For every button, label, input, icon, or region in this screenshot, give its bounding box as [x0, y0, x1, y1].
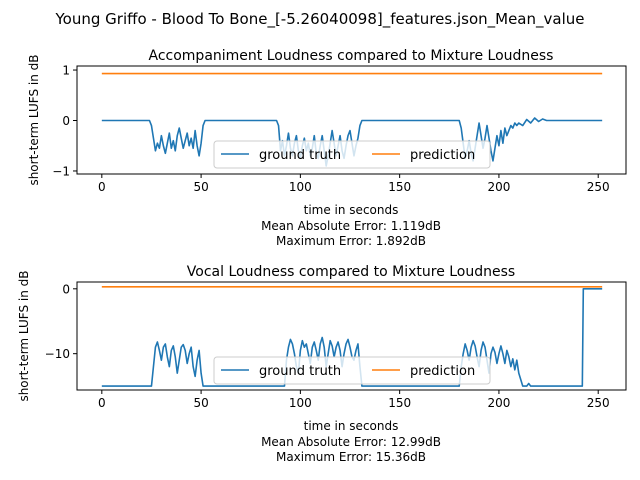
x-tick-label: 150 [388, 180, 411, 194]
y-axis-label: short-term LUFS in dB [17, 270, 31, 401]
y-ticks: −1 0 1 [52, 64, 77, 178]
x-tick-label: 0 [98, 396, 106, 410]
subplot-vocal: Vocal Loudness compared to Mixture Loudn… [17, 264, 627, 464]
x-ticks: 0 50 100 150 200 250 [98, 390, 610, 410]
x-axis-label: time in seconds [304, 419, 399, 433]
x-axis-label: time in seconds [304, 203, 399, 217]
x-tick-label: 50 [193, 180, 208, 194]
y-axis-label: short-term LUFS in dB [27, 54, 41, 185]
subplot-accompaniment: Accompaniment Loudness compared to Mixtu… [27, 48, 627, 248]
legend-box [213, 356, 491, 385]
mean-absolute-error: Mean Absolute Error: 12.99dB [261, 435, 441, 449]
x-tick-label: 150 [388, 396, 411, 410]
y-tick-label: −1 [52, 164, 70, 178]
x-tick-label: 200 [487, 396, 510, 410]
legend-label-ground-truth: ground truth [259, 364, 341, 379]
figure-suptitle: Young Griffo - Blood To Bone_[-5.2604009… [55, 10, 585, 29]
legend-label-ground-truth: ground truth [259, 148, 341, 163]
x-ticks: 0 50 100 150 200 250 [98, 174, 610, 194]
mean-absolute-error: Mean Absolute Error: 1.119dB [261, 219, 441, 233]
plot-frame [76, 281, 627, 391]
x-tick-label: 250 [587, 396, 610, 410]
x-tick-label: 0 [98, 180, 106, 194]
legend-label-prediction: prediction [410, 148, 475, 163]
legend-box [213, 140, 491, 169]
legend-label-prediction: prediction [410, 364, 475, 379]
plot-frame [76, 65, 627, 175]
x-tick-label: 100 [289, 180, 312, 194]
y-ticks: −10 0 [45, 282, 77, 361]
legend: ground truth prediction [213, 356, 491, 385]
x-tick-label: 50 [193, 396, 208, 410]
x-tick-label: 100 [289, 396, 312, 410]
legend: ground truth prediction [213, 140, 491, 169]
x-tick-label: 250 [587, 180, 610, 194]
maximum-error: Maximum Error: 1.892dB [276, 234, 426, 248]
maximum-error: Maximum Error: 15.36dB [276, 450, 426, 464]
chart-title: Vocal Loudness compared to Mixture Loudn… [187, 264, 515, 280]
y-tick-label: 1 [62, 64, 70, 78]
y-tick-label: 0 [62, 114, 70, 128]
y-tick-label: 0 [62, 282, 70, 296]
chart-title: Accompaniment Loudness compared to Mixtu… [149, 48, 554, 64]
x-tick-label: 200 [487, 180, 510, 194]
y-tick-label: −10 [45, 347, 70, 361]
